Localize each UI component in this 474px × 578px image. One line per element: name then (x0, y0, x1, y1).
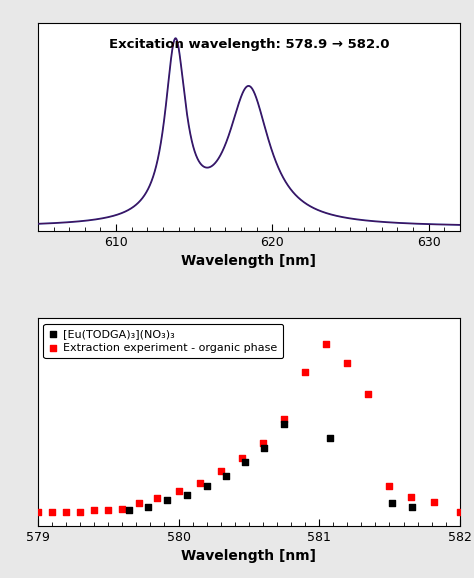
Extraction experiment - organic phase (154, 494, 161, 503)
[Eu(TODGA)₃](NO₃)₃ (223, 471, 230, 480)
Extraction experiment - organic phase (34, 507, 42, 517)
Extraction experiment - organic phase (386, 481, 393, 491)
Extraction experiment - organic phase (175, 487, 182, 496)
Extraction experiment - organic phase (322, 339, 330, 349)
[Eu(TODGA)₃](NO₃)₃ (408, 502, 416, 512)
X-axis label: Wavelength [nm]: Wavelength [nm] (182, 550, 316, 564)
Extraction experiment - organic phase (280, 414, 288, 423)
[Eu(TODGA)₃](NO₃)₃ (280, 419, 288, 428)
Extraction experiment - organic phase (365, 390, 372, 399)
Extraction experiment - organic phase (104, 506, 112, 515)
[Eu(TODGA)₃](NO₃)₃ (327, 433, 334, 442)
Extraction experiment - organic phase (301, 367, 309, 376)
Extraction experiment - organic phase (456, 507, 464, 517)
Extraction experiment - organic phase (344, 358, 351, 368)
Extraction experiment - organic phase (196, 478, 203, 487)
Extraction experiment - organic phase (62, 507, 70, 517)
Legend: [Eu(TODGA)₃](NO₃)₃, Extraction experiment - organic phase: [Eu(TODGA)₃](NO₃)₃, Extraction experimen… (44, 324, 283, 358)
[Eu(TODGA)₃](NO₃)₃ (261, 443, 268, 453)
[Eu(TODGA)₃](NO₃)₃ (183, 490, 191, 499)
[Eu(TODGA)₃](NO₃)₃ (203, 481, 210, 491)
Extraction experiment - organic phase (118, 504, 126, 513)
[Eu(TODGA)₃](NO₃)₃ (164, 495, 171, 505)
Extraction experiment - organic phase (238, 454, 246, 463)
Extraction experiment - organic phase (259, 438, 267, 447)
X-axis label: Wavelength [nm]: Wavelength [nm] (182, 254, 316, 268)
[Eu(TODGA)₃](NO₃)₃ (389, 499, 396, 508)
Text: Excitation wavelength: 578.9 → 582.0: Excitation wavelength: 578.9 → 582.0 (109, 38, 389, 51)
Extraction experiment - organic phase (136, 499, 143, 508)
Extraction experiment - organic phase (431, 497, 438, 506)
[Eu(TODGA)₃](NO₃)₃ (241, 457, 248, 466)
Extraction experiment - organic phase (91, 506, 98, 515)
Extraction experiment - organic phase (48, 507, 56, 517)
Extraction experiment - organic phase (217, 466, 225, 475)
[Eu(TODGA)₃](NO₃)₃ (126, 506, 133, 515)
Extraction experiment - organic phase (76, 507, 84, 517)
Extraction experiment - organic phase (407, 492, 414, 501)
[Eu(TODGA)₃](NO₃)₃ (144, 502, 151, 512)
